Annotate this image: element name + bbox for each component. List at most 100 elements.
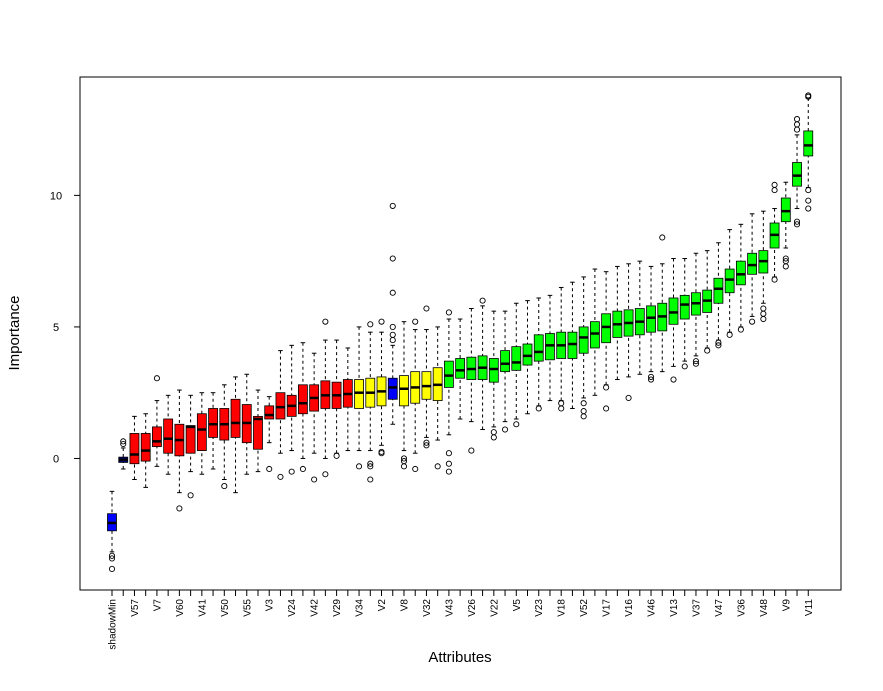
outlier bbox=[445, 468, 452, 475]
x-tick-label: shadowMin bbox=[108, 599, 119, 650]
outlier bbox=[670, 376, 677, 383]
x-tick-label: V26 bbox=[467, 599, 478, 617]
x-tick-label: V18 bbox=[557, 599, 568, 617]
x-tick-label: V55 bbox=[242, 599, 253, 617]
outlier bbox=[367, 476, 374, 483]
box bbox=[264, 405, 275, 420]
box bbox=[601, 313, 612, 344]
outlier bbox=[108, 552, 116, 559]
box bbox=[668, 297, 679, 325]
x-tick-label: V8 bbox=[399, 599, 410, 612]
x-tick-label: V50 bbox=[220, 599, 231, 617]
outlier bbox=[389, 255, 396, 262]
outlier bbox=[378, 318, 385, 325]
outlier bbox=[367, 463, 374, 470]
outlier bbox=[479, 297, 486, 304]
box bbox=[140, 433, 151, 462]
x-tick-label: V52 bbox=[579, 599, 590, 617]
outlier bbox=[793, 218, 801, 225]
x-tick-label: V9 bbox=[781, 599, 792, 612]
outlier bbox=[805, 205, 812, 212]
outlier bbox=[423, 442, 430, 449]
outlier bbox=[445, 309, 452, 316]
box bbox=[230, 398, 241, 438]
outlier bbox=[580, 400, 587, 407]
x-tick-label: V2 bbox=[377, 599, 388, 612]
box bbox=[533, 334, 544, 362]
box bbox=[152, 426, 162, 448]
box bbox=[196, 413, 207, 451]
y-tick-label: 10 bbox=[50, 190, 62, 202]
outlier bbox=[793, 221, 801, 228]
outlier bbox=[603, 384, 610, 391]
box bbox=[511, 346, 522, 371]
box bbox=[724, 268, 735, 294]
y-axis-title: Importance bbox=[6, 295, 23, 370]
box bbox=[780, 197, 791, 223]
outlier bbox=[356, 463, 363, 470]
outlier bbox=[793, 116, 801, 123]
outlier bbox=[153, 375, 160, 382]
x-tick-label: V22 bbox=[489, 599, 500, 617]
box bbox=[545, 333, 555, 361]
outlier bbox=[333, 452, 340, 459]
outlier bbox=[715, 342, 722, 349]
x-tick-label: V34 bbox=[355, 599, 366, 617]
outlier bbox=[120, 438, 127, 445]
box bbox=[679, 294, 690, 320]
outlier bbox=[322, 471, 329, 478]
box bbox=[567, 331, 578, 359]
outlier bbox=[277, 473, 284, 480]
outlier bbox=[389, 289, 396, 296]
box bbox=[399, 375, 409, 407]
box bbox=[185, 425, 196, 454]
box bbox=[500, 350, 510, 373]
outlier bbox=[367, 321, 374, 328]
x-tick-label: V48 bbox=[759, 599, 770, 617]
outlier bbox=[412, 465, 419, 473]
box bbox=[803, 130, 814, 157]
outlier bbox=[445, 460, 452, 467]
outlier bbox=[782, 255, 789, 262]
outlier bbox=[805, 197, 812, 204]
outlier bbox=[288, 468, 295, 475]
box bbox=[455, 358, 466, 379]
outlier bbox=[445, 450, 452, 457]
x-tick-label: V5 bbox=[512, 599, 523, 612]
outlier bbox=[389, 202, 396, 209]
outlier bbox=[400, 463, 408, 470]
outlier bbox=[513, 421, 520, 428]
x-tick-label: V46 bbox=[647, 599, 658, 617]
x-tick-label: V42 bbox=[310, 599, 321, 617]
x-tick-label: V37 bbox=[691, 599, 702, 617]
box bbox=[589, 321, 600, 349]
box bbox=[253, 415, 263, 450]
outlier bbox=[434, 463, 441, 470]
box bbox=[298, 384, 308, 415]
outlier bbox=[400, 455, 408, 462]
outlier bbox=[625, 394, 632, 402]
x-tick-label: V29 bbox=[332, 599, 343, 617]
box bbox=[163, 418, 174, 454]
box bbox=[792, 162, 802, 187]
box bbox=[578, 326, 589, 354]
x-axis-title: Attributes bbox=[428, 649, 491, 666]
y-tick-label: 0 bbox=[53, 453, 59, 465]
x-tick-label: V43 bbox=[444, 599, 455, 617]
x-tick-label: V23 bbox=[534, 599, 545, 617]
outlier bbox=[501, 426, 509, 433]
outlier bbox=[378, 448, 385, 455]
outlier bbox=[726, 331, 733, 338]
x-tick-label: V32 bbox=[422, 599, 433, 617]
outlier bbox=[535, 405, 542, 412]
outlier bbox=[603, 405, 610, 412]
outlier bbox=[187, 492, 194, 499]
box bbox=[646, 305, 656, 333]
outlier bbox=[647, 376, 655, 383]
x-tick-label: V24 bbox=[287, 599, 298, 617]
outlier bbox=[659, 234, 666, 241]
x-tick-label: V57 bbox=[130, 599, 141, 617]
outlier bbox=[120, 440, 127, 448]
box bbox=[713, 277, 724, 304]
